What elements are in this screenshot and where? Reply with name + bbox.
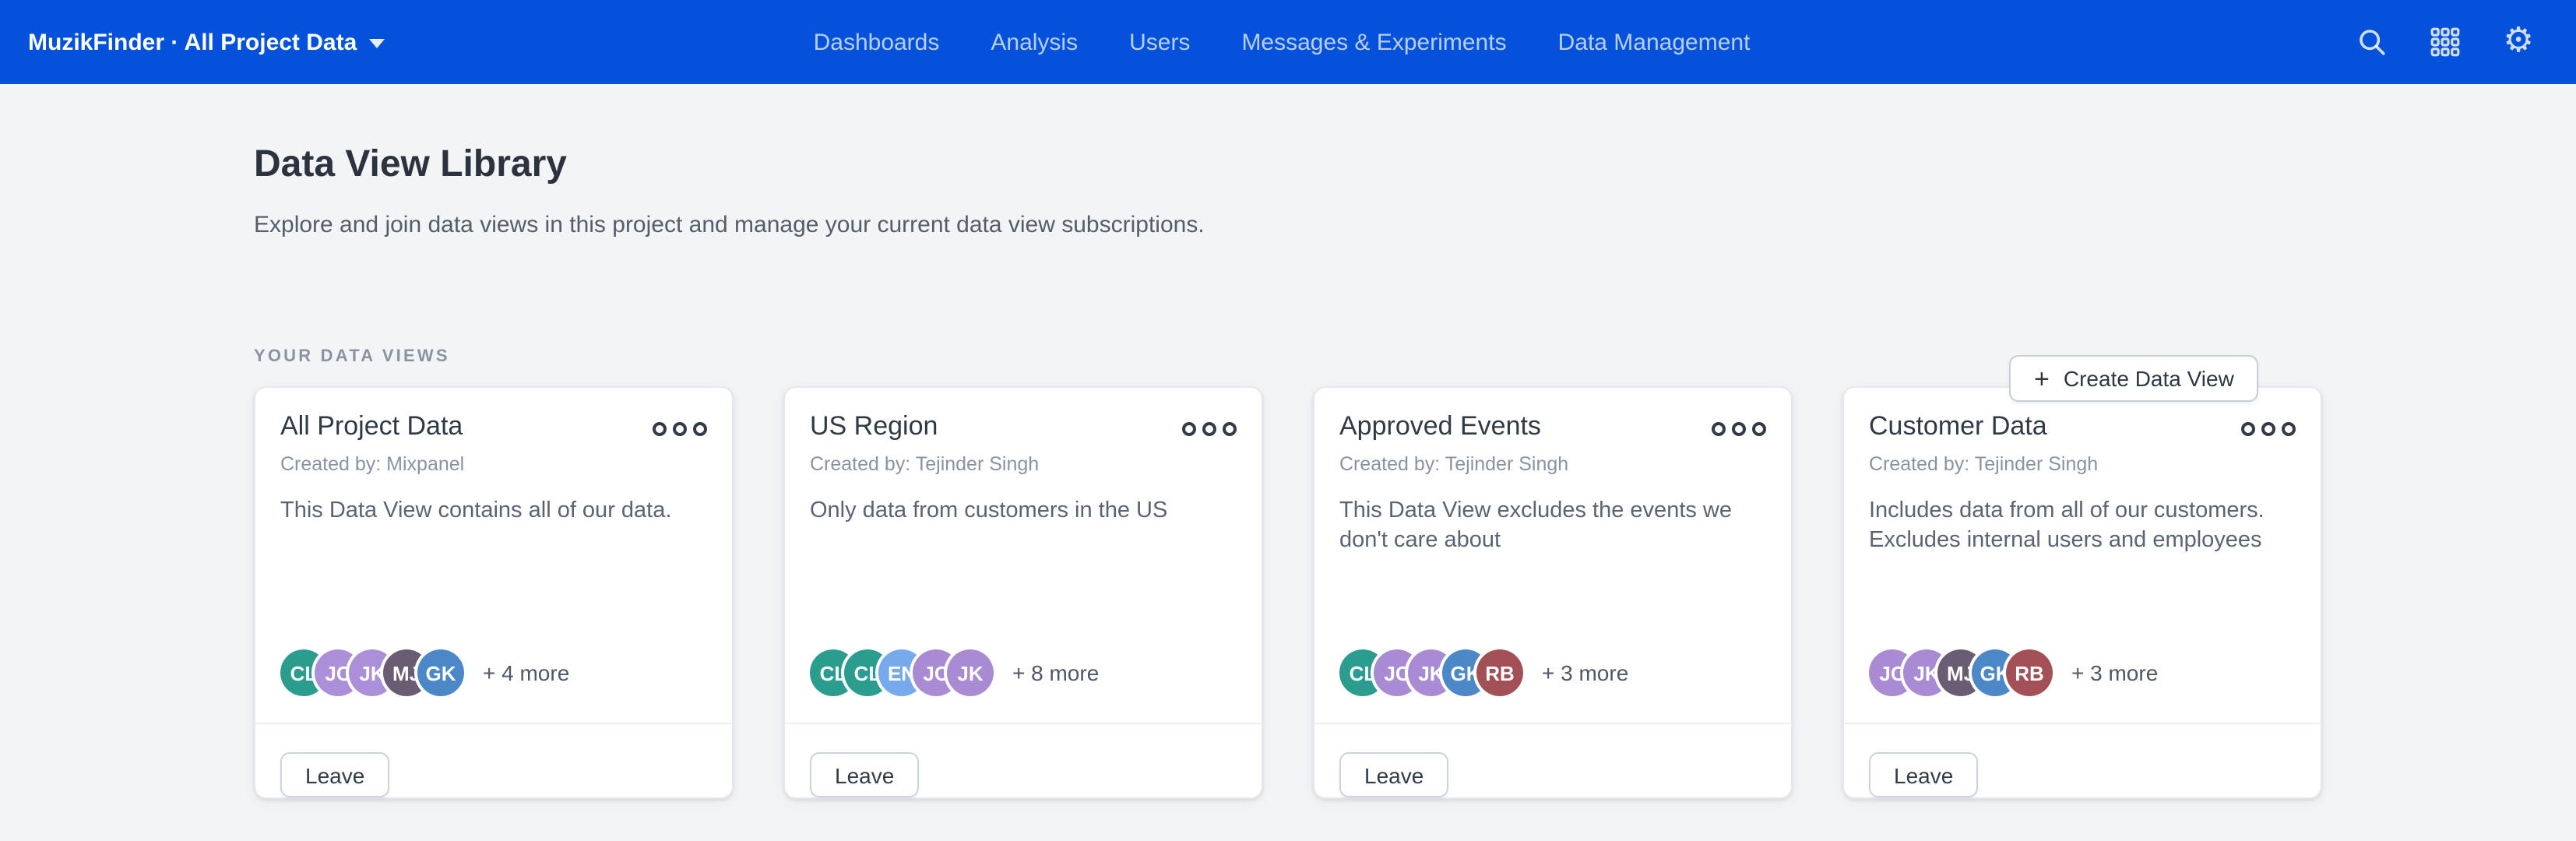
more-options-icon[interactable]	[2241, 411, 2296, 436]
avatar-stack: CL JC JK MJ GK + 4 more	[280, 649, 707, 696]
card-title: All Project Data	[280, 411, 463, 441]
main-navigation: Dashboards Analysis Users Messages & Exp…	[814, 29, 1751, 55]
section-label-your-data-views: YOUR DATA VIEWS	[254, 347, 450, 366]
data-view-card: Customer Data Created by: Tejinder Singh…	[1842, 386, 2322, 799]
avatar-more-label: + 4 more	[483, 660, 570, 685]
project-switcher[interactable]: MuzikFinder · All Project Data	[28, 29, 385, 55]
project-switcher-label: MuzikFinder · All Project Data	[28, 29, 357, 55]
apps-grid-icon[interactable]	[2428, 25, 2462, 59]
leave-button[interactable]: Leave	[1339, 752, 1449, 797]
avatar: GK	[417, 649, 464, 696]
nav-item-analysis[interactable]: Analysis	[991, 29, 1079, 55]
avatar-stack: CL JC JK GK RB + 3 more	[1339, 649, 1766, 696]
leave-button[interactable]: Leave	[1869, 752, 1979, 797]
card-description: This Data View excludes the events we do…	[1339, 498, 1733, 554]
data-view-card: US Region Created by: Tejinder Singh Onl…	[783, 386, 1263, 799]
card-description: Only data from customers in the US	[810, 498, 1168, 523]
leave-button[interactable]: Leave	[280, 752, 390, 797]
avatar: RB	[1476, 649, 1523, 696]
card-title: Customer Data	[1869, 411, 2047, 441]
caret-down-icon	[369, 39, 385, 48]
data-view-card: Approved Events Created by: Tejinder Sin…	[1313, 386, 1793, 799]
card-divider	[1844, 723, 2321, 724]
card-created-by: Created by: Tejinder Singh	[1869, 453, 2099, 475]
avatar-more-label: + 8 more	[1012, 660, 1100, 685]
plus-icon: +	[2034, 364, 2050, 393]
leave-button[interactable]: Leave	[810, 752, 920, 797]
gear-icon[interactable]: ⚙	[2503, 22, 2534, 61]
card-created-by: Created by: Tejinder Singh	[810, 453, 1040, 475]
avatar: RB	[2006, 649, 2053, 696]
card-description: This Data View contains all of our data.	[280, 498, 672, 523]
card-description: Includes data from all of our customers.…	[1869, 498, 2265, 554]
search-icon[interactable]	[2355, 25, 2389, 59]
create-data-view-label: Create Data View	[2063, 366, 2234, 391]
avatar-more-label: + 3 more	[2071, 660, 2159, 685]
more-options-icon[interactable]	[653, 411, 707, 436]
nav-item-messages-experiments[interactable]: Messages & Experiments	[1241, 29, 1507, 55]
avatar-stack: JC JK MJ GK RB + 3 more	[1869, 649, 2296, 696]
top-navbar: MuzikFinder · All Project Data Dashboard…	[0, 0, 2576, 84]
more-options-icon[interactable]	[1712, 411, 1766, 436]
card-divider	[1314, 723, 1791, 724]
data-view-cards: All Project Data Created by: Mixpanel Th…	[254, 386, 2322, 799]
more-options-icon[interactable]	[1182, 411, 1237, 436]
nav-item-users[interactable]: Users	[1129, 29, 1191, 55]
card-created-by: Created by: Mixpanel	[280, 453, 465, 475]
data-view-card: All Project Data Created by: Mixpanel Th…	[254, 386, 734, 799]
card-divider	[785, 723, 1262, 724]
card-title: US Region	[810, 411, 938, 441]
nav-item-data-management[interactable]: Data Management	[1557, 29, 1751, 55]
nav-item-dashboards[interactable]: Dashboards	[813, 29, 940, 55]
card-divider	[255, 723, 732, 724]
card-title: Approved Events	[1339, 411, 1541, 441]
avatar-more-label: + 3 more	[1542, 660, 1629, 685]
page-title: Data View Library	[254, 143, 567, 185]
avatar: JK	[947, 649, 994, 696]
card-created-by: Created by: Tejinder Singh	[1339, 453, 1569, 475]
create-data-view-button[interactable]: + Create Data View	[2009, 355, 2259, 402]
avatar-stack: CL CL EN JC JK + 8 more	[810, 649, 1237, 696]
page-subtitle: Explore and join data views in this proj…	[254, 212, 1205, 238]
